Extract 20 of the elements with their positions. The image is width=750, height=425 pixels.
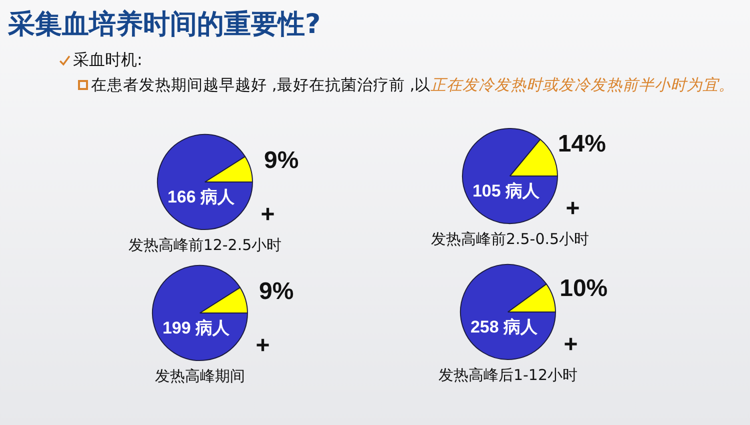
text: 105 病人 <box>472 182 541 201</box>
text: 258 病人 <box>470 318 539 337</box>
slice-label: + <box>566 194 580 222</box>
text: 发热高峰期间 <box>154 366 246 386</box>
text: 199 病人 <box>162 318 231 338</box>
data-label: 9% <box>259 278 294 306</box>
text: 166 病人 <box>167 188 236 207</box>
text: 发热高峰前2.5-0.5小时 <box>430 229 590 249</box>
text: 采血时机: <box>73 50 142 70</box>
text: 发热高峰后1-12小时 <box>437 365 579 385</box>
text: 在患者发热期间越早越好 ,最好在抗菌治疗前 ,以 <box>91 76 431 94</box>
text: 正在发冷发热时或发冷发热前半小时为宜。 <box>430 76 735 94</box>
data-label: 10% <box>560 274 608 302</box>
text: 采集血培养时间的重要性? <box>8 9 321 41</box>
slice-label: + <box>564 330 578 358</box>
data-label: 9% <box>264 147 299 174</box>
text: 发热高峰前12-2.5小时 <box>127 235 283 255</box>
slice-label: + <box>260 200 275 228</box>
data-label: 14% <box>558 130 606 158</box>
slice-label: + <box>256 332 270 359</box>
